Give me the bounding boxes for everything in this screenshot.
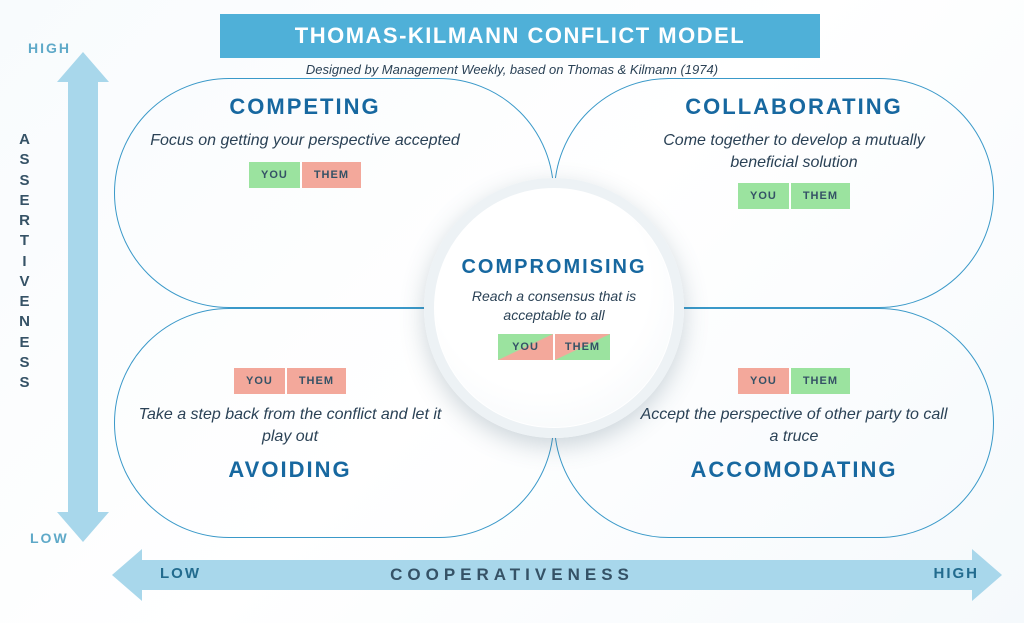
assertiveness-arrow [66,52,100,542]
collaborating-title: COLLABORATING [685,94,902,120]
pill-them-half: THEM [791,183,850,209]
avoiding-content: YOU THEM Take a step back from the confl… [130,368,450,483]
y-axis-label: ASSERTIVENESS [18,130,36,393]
avoiding-desc: Take a step back from the conflict and l… [130,404,450,447]
pill-them-half: THEM [302,162,361,188]
pill-you: YOU [512,341,539,353]
arrow-shaft [68,80,98,514]
collaborating-desc: Come together to develop a mutually bene… [634,130,954,173]
pill-you-half: YOU [738,368,789,394]
title-text: THOMAS-KILMANN CONFLICT MODEL [295,23,745,49]
compromising-title: COMPROMISING [461,256,646,279]
collaborating-pill: YOU THEM [738,183,850,209]
y-axis-high: HIGH [28,40,71,56]
arrow-up-icon [57,52,109,82]
accommodating-content: YOU THEM Accept the perspective of other… [634,368,954,483]
compromising-pill: YOU THEM [498,334,610,360]
pill-you-half: YOU [738,183,789,209]
avoiding-pill: YOU THEM [234,368,346,394]
competing-title: COMPETING [229,94,380,120]
avoiding-title: AVOIDING [228,457,351,483]
pill-you-half: YOU [234,368,285,394]
subtitle: Designed by Management Weekly, based on … [0,62,1024,77]
accommodating-title: ACCOMODATING [691,457,898,483]
pill-you-half: YOU [249,162,300,188]
title-bar: THOMAS-KILMANN CONFLICT MODEL [220,14,820,58]
collaborating-content: COLLABORATING Come together to develop a… [634,94,954,209]
competing-desc: Focus on getting your perspective accept… [150,130,460,152]
accommodating-desc: Accept the perspective of other party to… [634,404,954,447]
pill-them-half: THEM [287,368,346,394]
competing-content: COMPETING Focus on getting your perspect… [145,94,465,188]
accommodating-pill: YOU THEM [738,368,850,394]
y-axis-low: LOW [30,530,69,546]
compromising-desc: Reach a consensus that is acceptable to … [452,287,656,325]
pill-them-half: THEM [791,368,850,394]
pill-them: THEM [565,341,600,353]
x-axis-label: COOPERATIVENESS [0,565,1024,585]
competing-pill: YOU THEM [249,162,361,188]
